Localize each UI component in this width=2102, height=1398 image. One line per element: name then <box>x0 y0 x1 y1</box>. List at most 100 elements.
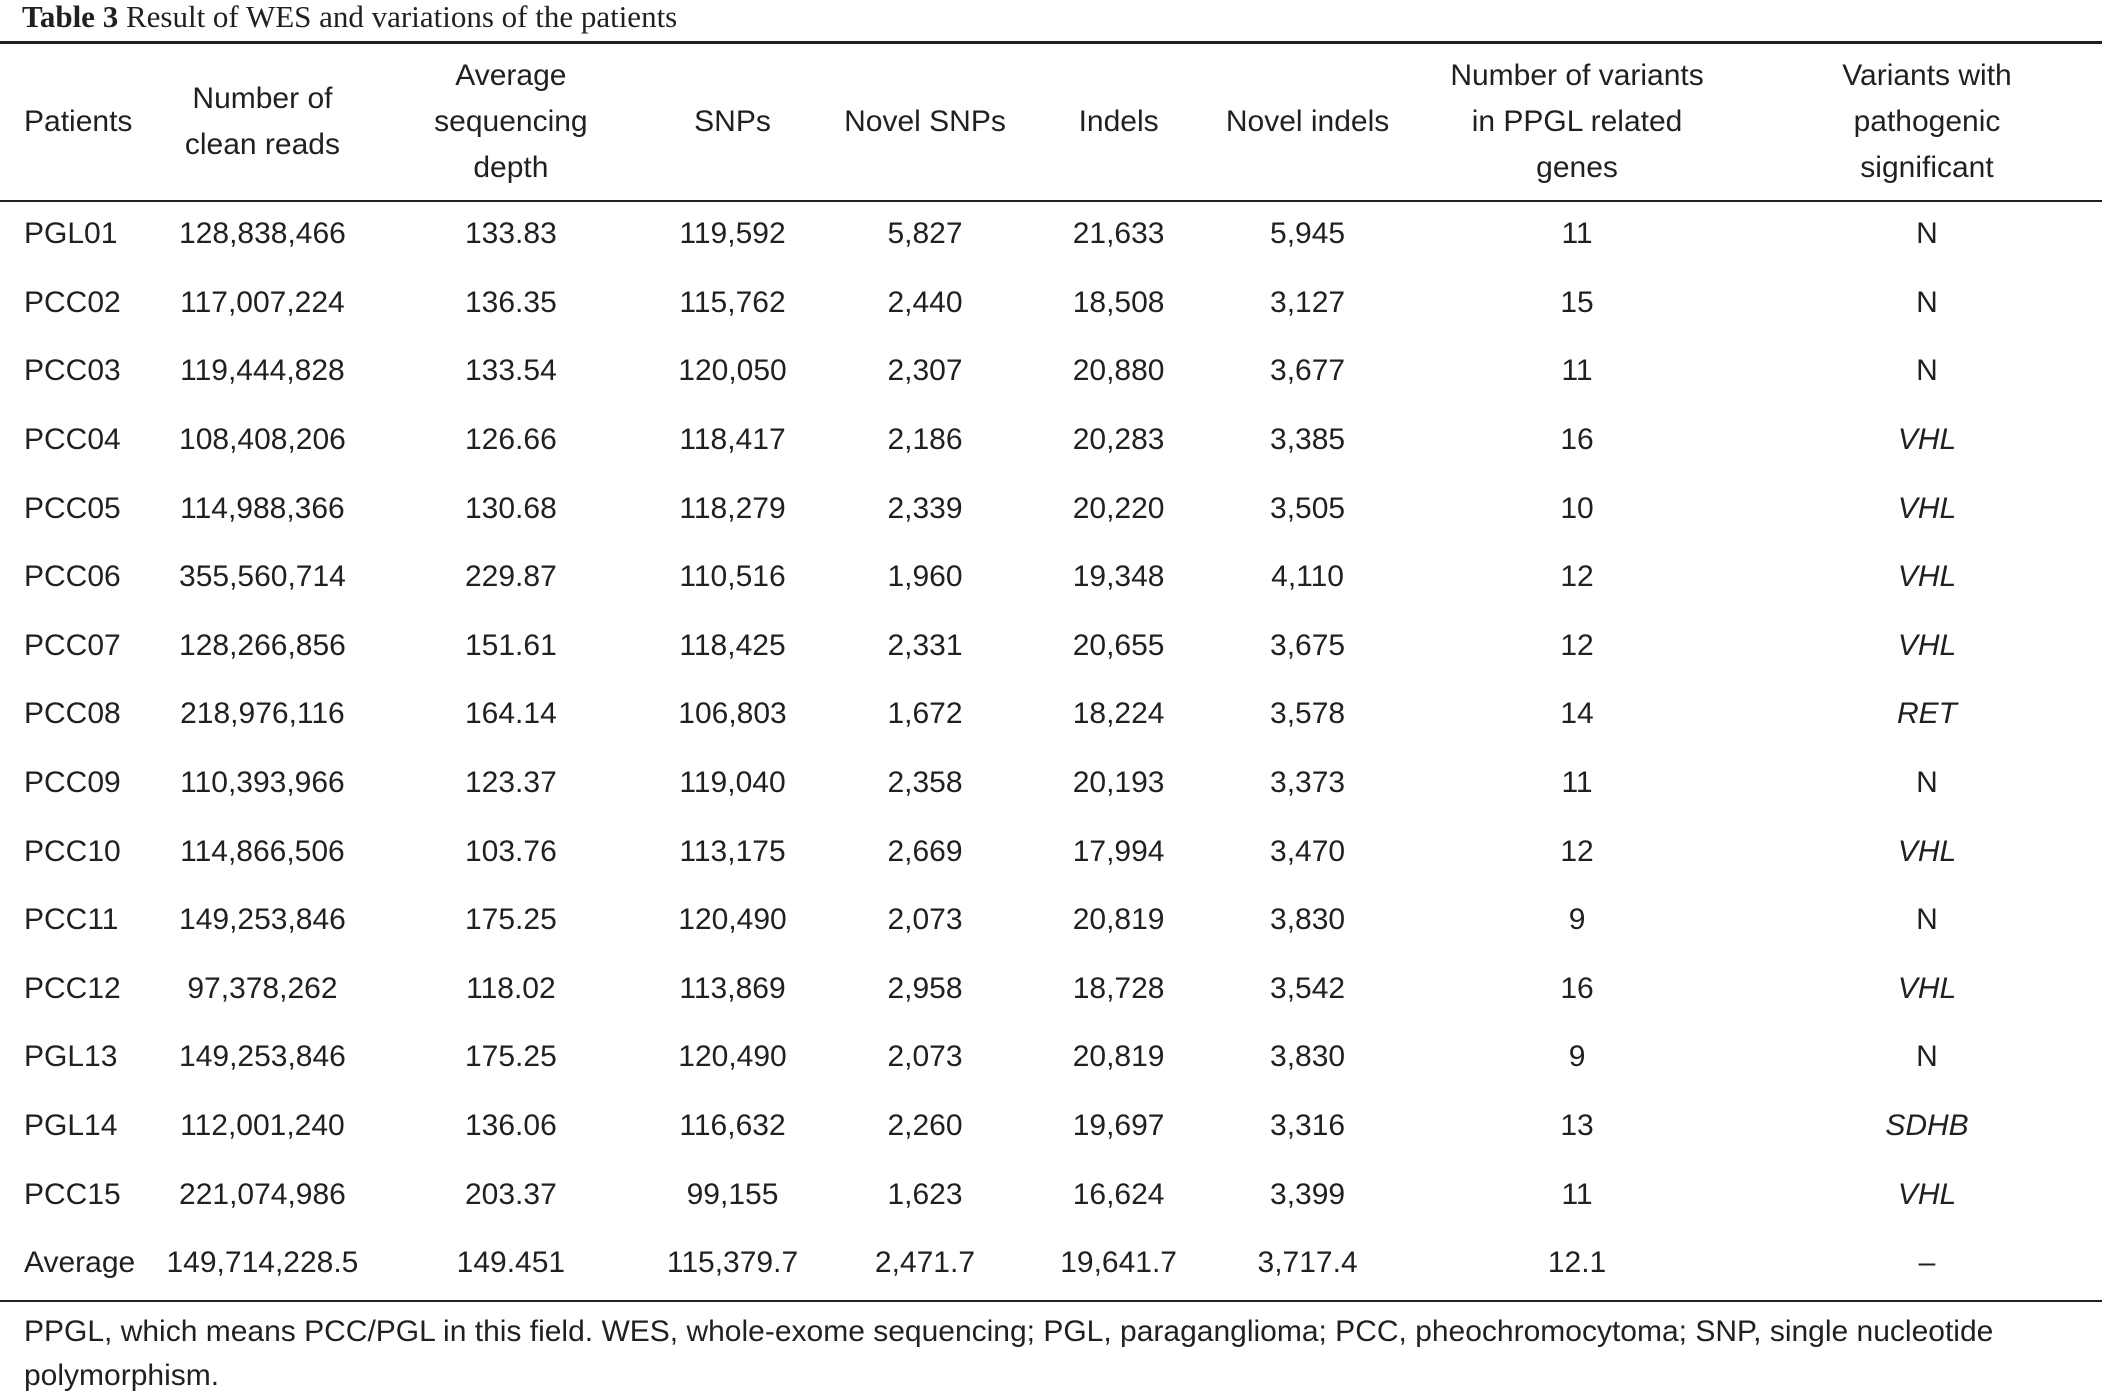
ppgl-variants-cell: 16 <box>1560 971 1594 1005</box>
ppgl-variants-cell: 12 <box>1560 560 1594 594</box>
sequencing-depth-cell: 123.37 <box>465 766 557 800</box>
ppgl-variants-cell: 15 <box>1560 285 1594 319</box>
novel-snps-cell: 1,672 <box>887 697 963 731</box>
ppgl-variants-cell: 12 <box>1560 834 1594 868</box>
table-row: PCC15 221,074,986 203.37 99,155 1,623 16,624 3… <box>0 1160 2102 1229</box>
patient-id-cell: PCC15 <box>24 1177 121 1211</box>
novel-indels-cell: 5,945 <box>1270 217 1346 251</box>
indels-cell: 19,697 <box>1072 1109 1165 1143</box>
snps-cell: 113,869 <box>679 971 786 1005</box>
pathogenic-variant-cell: – <box>1918 1246 1936 1280</box>
pathogenic-variant-cell: VHL <box>1897 491 1957 525</box>
novel-snps-cell: 1,960 <box>887 560 963 594</box>
novel-indels-cell: 3,578 <box>1270 697 1346 731</box>
novel-snps-cell: 2,358 <box>887 766 963 800</box>
sequencing-depth-cell: 103.76 <box>465 834 557 868</box>
clean-reads-cell: 110,393,966 <box>180 766 345 800</box>
sequencing-depth-cell: 175.25 <box>465 1040 557 1074</box>
table-row: PCC03 119,444,828 133.54 120,050 2,307 20,880… <box>0 337 2102 406</box>
pathogenic-variant-cell: N <box>1916 766 1938 800</box>
header-novel-snps: Novel SNPs <box>844 105 1006 138</box>
sequencing-depth-cell: 130.68 <box>465 491 557 525</box>
novel-snps-cell: 2,339 <box>887 491 963 525</box>
snps-cell: 113,175 <box>679 834 786 868</box>
indels-cell: 20,220 <box>1072 491 1165 525</box>
sequencing-depth-cell: 118.02 <box>466 971 556 1005</box>
indels-cell: 20,283 <box>1072 423 1165 457</box>
ppgl-variants-cell: 11 <box>1561 354 1593 388</box>
clean-reads-cell: 117,007,224 <box>180 285 345 319</box>
novel-indels-cell: 3,470 <box>1270 834 1346 868</box>
patient-id-cell: PCC07 <box>24 628 121 662</box>
patient-id-cell: PCC12 <box>24 971 121 1005</box>
ppgl-variants-cell: 9 <box>1568 903 1586 937</box>
novel-snps-cell: 2,260 <box>887 1109 963 1143</box>
novel-snps-cell: 2,440 <box>887 285 963 319</box>
novel-indels-cell: 3,316 <box>1270 1109 1346 1143</box>
patient-id-cell: PCC03 <box>24 354 121 388</box>
patient-id-cell: PCC08 <box>24 697 121 731</box>
novel-indels-cell: 3,677 <box>1270 354 1346 388</box>
novel-indels-cell: 3,399 <box>1270 1177 1346 1211</box>
patient-id-cell: PCC06 <box>24 560 121 594</box>
snps-cell: 118,279 <box>679 491 786 525</box>
pathogenic-variant-cell: N <box>1916 354 1938 388</box>
patient-id-cell: PCC05 <box>24 491 121 525</box>
results-table: Patients Number of clean reads Average seque… <box>0 44 2102 1298</box>
table-footnote: PPGL, which means PCC/PGL in this field.… <box>24 1315 1994 1392</box>
ppgl-variants-cell: 9 <box>1568 1040 1586 1074</box>
novel-indels-cell: 3,385 <box>1270 423 1346 457</box>
snps-cell: 99,155 <box>686 1177 779 1211</box>
indels-cell: 19,641.7 <box>1060 1246 1177 1280</box>
table-row: PCC04 108,408,206 126.66 118,417 2,186 20,283… <box>0 406 2102 475</box>
table-row: PGL13 149,253,846 175.25 120,490 2,073 20,819… <box>0 1023 2102 1092</box>
table-body: PGL01 128,838,466 133.83 119,592 5,827 21,633… <box>0 200 2102 1298</box>
indels-cell: 20,880 <box>1072 354 1165 388</box>
pathogenic-variant-cell: N <box>1916 1040 1938 1074</box>
header-clean-reads: Number of clean reads <box>184 82 340 161</box>
snps-cell: 119,040 <box>679 766 786 800</box>
table-row: PCC12 97,378,262 118.02 113,869 2,958 18,728 3… <box>0 955 2102 1024</box>
pathogenic-variant-cell: N <box>1916 903 1938 937</box>
snps-cell: 119,592 <box>679 217 786 251</box>
pathogenic-variant-cell: VHL <box>1897 628 1957 662</box>
table-row: PCC02 117,007,224 136.35 115,762 2,440 18,508… <box>0 269 2102 338</box>
snps-cell: 115,762 <box>679 285 786 319</box>
novel-indels-cell: 4,110 <box>1271 560 1344 594</box>
pathogenic-variant-cell: VHL <box>1897 423 1957 457</box>
snps-cell: 115,379.7 <box>666 1246 799 1280</box>
novel-indels-cell: 3,542 <box>1270 971 1346 1005</box>
novel-snps-cell: 5,827 <box>887 217 963 251</box>
indels-cell: 18,508 <box>1072 285 1165 319</box>
novel-snps-cell: 2,073 <box>887 903 963 937</box>
indels-cell: 16,624 <box>1072 1177 1165 1211</box>
patient-id-cell: PGL13 <box>24 1040 118 1074</box>
pathogenic-variant-cell: RET <box>1897 697 1957 731</box>
table-title: Result of WES and variations of the pati… <box>125 0 678 34</box>
table-caption: Table 3 Result of WES and variations of … <box>22 0 677 40</box>
ppgl-variants-cell: 11 <box>1561 217 1593 251</box>
indels-cell: 18,728 <box>1072 971 1165 1005</box>
ppgl-variants-cell: 12 <box>1560 628 1594 662</box>
pathogenic-variant-cell: SDHB <box>1885 1109 1969 1143</box>
indels-cell: 20,819 <box>1072 1040 1165 1074</box>
indels-cell: 17,994 <box>1072 834 1165 868</box>
ppgl-variants-cell: 11 <box>1561 766 1593 800</box>
novel-indels-cell: 3,127 <box>1270 285 1346 319</box>
patient-id-cell: PCC10 <box>24 834 121 868</box>
table-label: Table 3 <box>22 0 119 34</box>
clean-reads-cell: 112,001,240 <box>180 1109 345 1143</box>
novel-indels-cell: 3,717.4 <box>1257 1246 1358 1280</box>
sequencing-depth-cell: 229.87 <box>465 560 557 594</box>
clean-reads-cell: 355,560,714 <box>179 560 346 594</box>
snps-cell: 118,425 <box>679 628 786 662</box>
snps-cell: 120,490 <box>678 903 787 937</box>
clean-reads-cell: 128,266,856 <box>179 628 346 662</box>
patient-id-cell: PGL01 <box>24 217 118 251</box>
ppgl-variants-cell: 14 <box>1560 697 1594 731</box>
snps-cell: 106,803 <box>678 697 787 731</box>
indels-cell: 19,348 <box>1072 560 1165 594</box>
clean-reads-cell: 114,866,506 <box>180 834 345 868</box>
snps-cell: 118,417 <box>679 423 786 457</box>
table-row: PGL14 112,001,240 136.06 116,632 2,260 19,697… <box>0 1092 2102 1161</box>
